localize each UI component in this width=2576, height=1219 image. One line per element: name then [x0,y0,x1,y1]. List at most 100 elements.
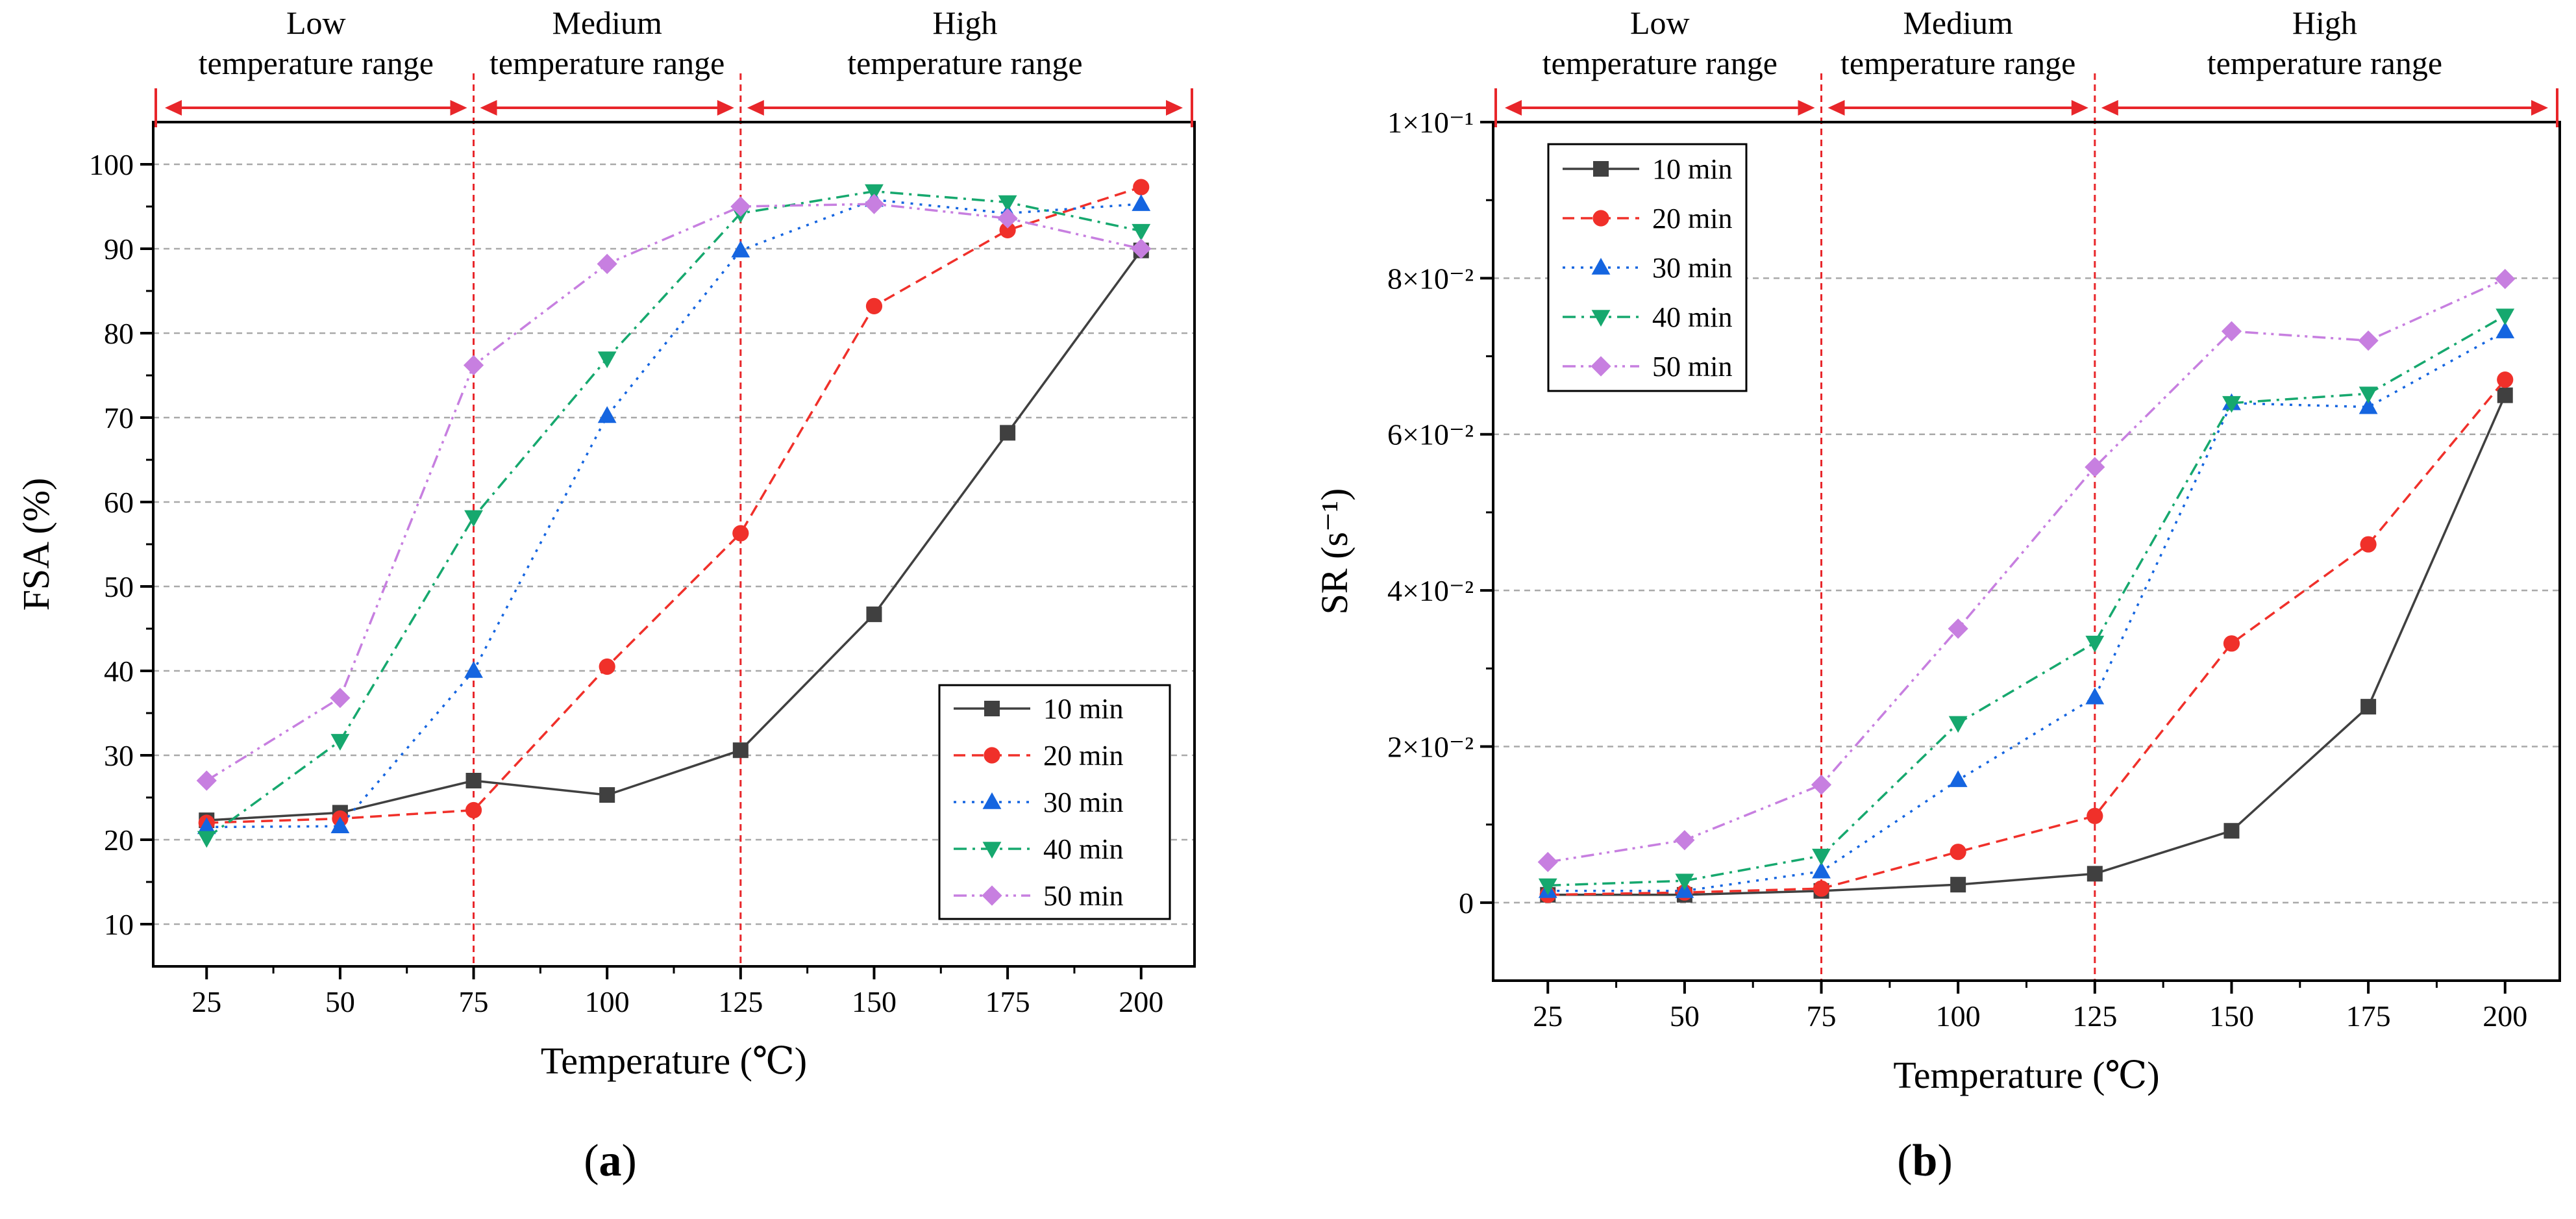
data-point [1133,179,1150,195]
y-tick-label: 30 [104,739,134,772]
y-tick-label: 2×10⁻² [1387,730,1474,763]
x-tick-label: 200 [1119,985,1163,1018]
legend-label: 10 min [1652,153,1732,185]
data-point [1948,618,1968,639]
series-line [206,203,1142,782]
data-point [597,351,617,368]
data-point [1132,194,1151,211]
data-point [2085,687,2105,705]
legend-swatch-marker [984,701,1000,716]
range-arrowhead-left [480,100,497,116]
legend-label: 40 min [1043,833,1123,865]
x-tick-label: 100 [1936,999,1981,1033]
range-arrowhead-left [747,100,764,116]
data-point [464,661,483,678]
data-point [732,525,749,542]
data-point [2360,699,2377,715]
x-tick-label: 25 [192,985,221,1018]
data-point [1948,770,1968,787]
data-point [2223,823,2240,839]
y-tick-label: 90 [104,232,134,266]
data-point [865,297,883,314]
legend-label: 40 min [1652,301,1732,333]
x-tick-label: 175 [985,985,1030,1018]
range-label-subtitle: temperature range [847,45,1082,81]
data-point [2221,321,2242,342]
data-point [732,742,749,759]
data-point [2085,457,2105,477]
range-label-title: High [932,5,997,41]
legend-swatch-marker [982,842,1002,859]
series-line [206,198,1141,829]
y-tick-label: 40 [104,655,134,688]
data-point [1132,223,1151,241]
panel-label: (b) [1897,1136,1953,1186]
data-point [2359,397,2378,414]
x-tick-label: 25 [1533,999,1563,1033]
y-axis-label: SR (s⁻¹) [1313,488,1356,615]
panel-label-letter: b [1913,1136,1938,1186]
data-point [1537,851,1558,872]
x-axis-label: Temperature (℃) [1893,1054,2159,1096]
y-tick-label: 80 [104,317,134,350]
data-point [2360,536,2377,553]
data-point [2359,386,2378,404]
panel-label-open: ( [1897,1136,1912,1186]
data-point [197,817,216,835]
data-point [1950,877,1966,893]
x-tick-label: 125 [2072,999,2117,1033]
data-point [599,787,615,803]
data-point [1813,880,1830,897]
legend-label: 20 min [1043,740,1123,772]
data-point [2223,635,2240,652]
legend-label: 30 min [1652,252,1732,284]
y-tick-label: 0 [1459,886,1474,920]
data-point [2496,308,2515,326]
y-tick-label: 1×10⁻¹ [1387,106,1474,139]
data-point [1950,844,1966,861]
data-point [464,510,483,527]
y-tick-label: 60 [104,486,134,519]
legend-box [938,684,1171,920]
legend-swatch-marker [1591,258,1611,275]
legend: 10 min 20 min 30 min 40 min 50 min [1547,143,1748,392]
range-arrowhead-right [450,100,467,116]
x-tick-label: 50 [325,985,355,1018]
legend: 10 min 20 min 30 min 40 min 50 min [938,684,1171,920]
data-point [730,196,751,217]
range-arrowhead-left [2101,100,2118,116]
y-tick-label: 20 [104,823,134,857]
data-point [330,688,351,709]
data-point [463,355,484,375]
legend-label: 50 min [1043,880,1123,912]
data-point [465,773,482,788]
legend-swatch-marker [1593,161,1609,177]
range-label-subtitle: temperature range [489,45,724,81]
chart-panel-b: 25 50 75 100 125 150 175 200 0 2×10⁻² 4×10⁻² 6×10⁻²… [1313,5,2561,1186]
x-tick-label: 50 [1670,999,1700,1033]
series-10-min [1540,387,2513,903]
data-point [1811,774,1832,795]
range-arrowhead-right [1798,100,1815,116]
data-point [2497,371,2514,388]
y-tick-label: 100 [89,148,134,181]
panel-label-open: ( [584,1136,599,1186]
panel-label-letter: a [599,1136,622,1186]
data-point [330,734,350,751]
series-50-min [196,194,1152,791]
range-arrowhead-right [1166,100,1183,116]
series-line [1548,330,2506,892]
x-tick-label: 75 [459,985,489,1018]
series-line [206,186,1142,824]
legend-label: 10 min [1043,693,1123,725]
range-label-subtitle: temperature range [1840,45,2075,81]
data-point [1675,873,1694,891]
data-point [2496,321,2515,338]
data-point [597,406,617,423]
range-label-title: Low [1630,5,1690,41]
data-point [865,184,884,201]
data-point [1131,238,1152,259]
x-tick-label: 150 [2209,999,2254,1033]
range-label-title: High [2292,5,2357,41]
